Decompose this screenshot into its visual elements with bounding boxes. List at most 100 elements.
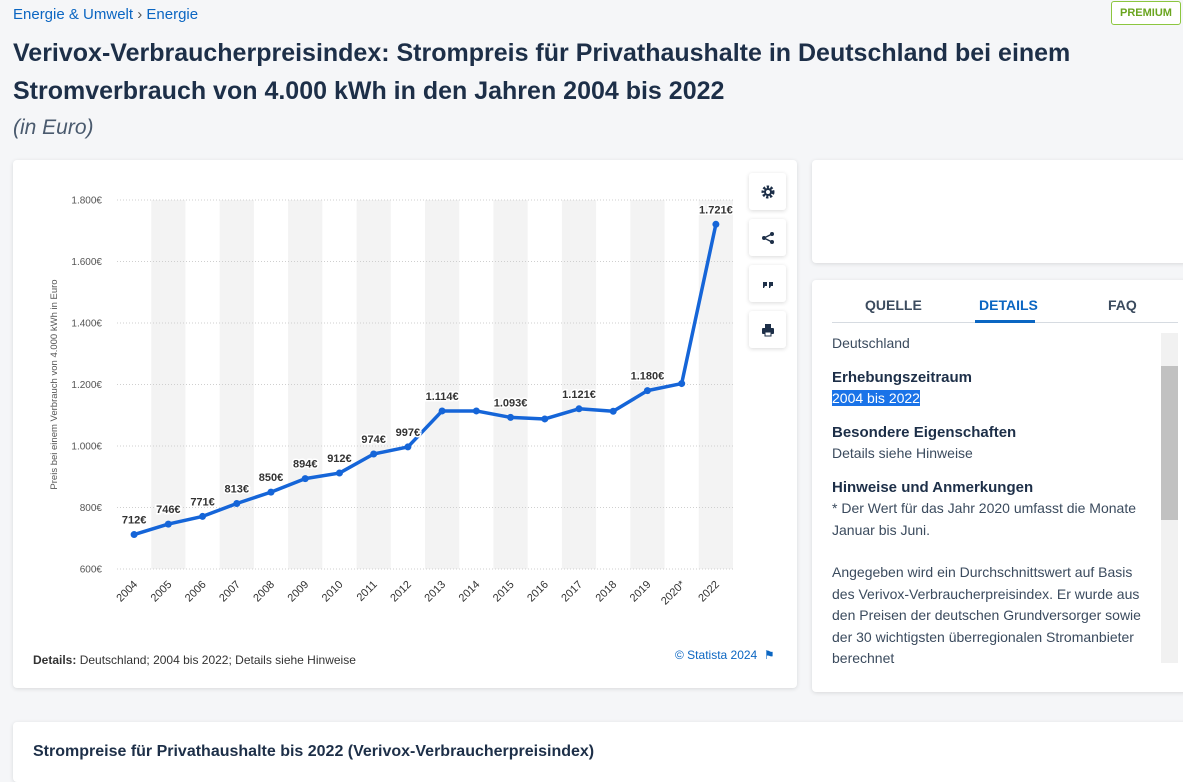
- point: [575, 405, 583, 413]
- premium-badge: PREMIUM: [1111, 1, 1181, 25]
- point: [507, 413, 515, 421]
- chart: 600€ 800€ 1.000€ 1.200€ 1.400€ 1.600€ 1.800€ Pr…: [49, 196, 734, 608]
- breadcrumb: Energie & Umwelt › Energie: [13, 6, 199, 23]
- point: [164, 520, 172, 528]
- value-label: 1.093€: [494, 397, 528, 409]
- value-label: 712€: [122, 515, 146, 527]
- chart-details: Details: Deutschland; 2004 bis 2022; Det…: [33, 653, 356, 667]
- point: [370, 450, 378, 458]
- value-label: 1.721€: [699, 204, 733, 216]
- section-title: Strompreise für Privathaushalte bis 2022…: [33, 743, 595, 760]
- share-button[interactable]: [749, 219, 786, 256]
- point: [643, 387, 651, 395]
- copyright-text: © Statista 2024: [675, 648, 758, 662]
- value-label: 997€: [396, 427, 420, 439]
- x-tick-label: 2006: [183, 579, 209, 605]
- column-band: [425, 200, 460, 569]
- line: [133, 223, 718, 537]
- point: [472, 407, 480, 415]
- value-label: 1.121€: [562, 389, 596, 401]
- print-button[interactable]: [749, 311, 786, 348]
- value-label: 974€: [361, 434, 385, 446]
- value-label: 1.114€: [426, 391, 459, 403]
- y-tick-label: 1.400€: [71, 319, 102, 330]
- point: [609, 407, 617, 415]
- column-band: [698, 200, 733, 569]
- point: [678, 380, 686, 388]
- region: Deutschland: [832, 335, 910, 351]
- value-label: 912€: [327, 453, 351, 465]
- title-line: Verivox-Verbraucherpreisindex: Stromprei…: [13, 39, 1071, 67]
- cite-button[interactable]: [749, 265, 786, 302]
- section-heading: Hinweise und Anmerkungen: [832, 478, 1034, 496]
- point: [541, 415, 549, 423]
- ad-card: [812, 160, 1183, 263]
- x-tick-label: 2016: [525, 579, 551, 605]
- subtitle: (in Euro): [13, 116, 94, 139]
- title-line: Stromverbrauch von 4.000 kWh in den Jahr…: [13, 77, 725, 105]
- section-text: Details siehe Hinweise: [832, 445, 973, 461]
- value-label: 894€: [293, 459, 317, 471]
- copyright[interactable]: © Statista 2024 ⚑: [675, 648, 775, 662]
- y-axis-title: Preis bei einem Verbrauch von 4.000 kWh …: [49, 279, 60, 489]
- page-title: Verivox-Verbraucherpreisindex: Stromprei…: [13, 34, 1070, 110]
- x-tick-label: 2009: [286, 579, 312, 605]
- y-tick-label: 1.200€: [71, 380, 102, 391]
- x-tick-label: 2017: [559, 579, 585, 605]
- x-tick-label: 2004: [114, 579, 140, 605]
- tab[interactable]: FAQ: [1108, 297, 1137, 313]
- y-tick-label: 1.800€: [71, 196, 102, 207]
- column-band: [288, 200, 323, 569]
- x-tick-label: 2008: [251, 579, 277, 605]
- section-heading: Besondere Eigenschaften: [832, 423, 1017, 441]
- tab-active[interactable]: DETAILS: [979, 297, 1038, 313]
- x-tick-label: 2012: [388, 579, 414, 605]
- value-label: 850€: [259, 472, 283, 484]
- point: [712, 220, 720, 228]
- x-tick-label: 2018: [594, 579, 620, 605]
- value-label: 813€: [225, 484, 249, 496]
- y-tick-label: 800€: [80, 503, 103, 514]
- value-label: 746€: [156, 504, 180, 516]
- y-tick-label: 600€: [80, 565, 103, 576]
- info-card: [812, 280, 1183, 692]
- column-band: [630, 200, 665, 569]
- section-text: * Der Wert für das Jahr 2020 umfasst die…: [832, 500, 1136, 538]
- details-label: Details:: [33, 653, 77, 667]
- breadcrumb-link[interactable]: Energie: [146, 6, 199, 23]
- x-tick-label: 2019: [628, 579, 654, 605]
- x-tick-label: 2014: [457, 579, 483, 605]
- settings-button[interactable]: [749, 173, 786, 210]
- point: [267, 488, 275, 496]
- column-band: [219, 200, 254, 569]
- x-tick-label: 2007: [217, 579, 243, 605]
- breadcrumb-link[interactable]: Energie & Umwelt: [13, 6, 134, 23]
- tab[interactable]: QUELLE: [865, 297, 922, 313]
- column-band: [356, 200, 391, 569]
- section-text: 2004 bis 2022: [832, 390, 920, 406]
- section-text: Angegeben wird ein Durchschnittswert auf…: [832, 564, 1141, 663]
- details-text: Deutschland; 2004 bis 2022; Details sieh…: [79, 653, 356, 667]
- chart-card: 600€ 800€ 1.000€ 1.200€ 1.400€ 1.600€ 1.800€ Pr…: [13, 160, 797, 688]
- value-label: 1.180€: [631, 371, 665, 383]
- point: [438, 407, 446, 415]
- point: [404, 443, 412, 451]
- point: [335, 469, 343, 477]
- next-card: Strompreise für Privathaushalte bis 2022…: [13, 722, 1183, 782]
- scrollbar[interactable]: [1161, 333, 1178, 663]
- point: [199, 512, 207, 520]
- x-tick-label: 2020*: [659, 578, 688, 607]
- scroll-thumb[interactable]: [1161, 366, 1178, 520]
- point: [130, 531, 138, 539]
- x-tick-label: 2015: [491, 579, 517, 605]
- point: [301, 475, 309, 483]
- x-tick-label: 2022: [696, 579, 722, 605]
- section-heading: Erhebungszeitraum: [832, 368, 973, 386]
- point: [233, 500, 241, 508]
- y-tick-label: 1.000€: [71, 442, 102, 453]
- x-tick-label: 2013: [422, 579, 448, 605]
- details-panel: Deutschland Erhebungszeitraum 2004 bis 2…: [832, 333, 1157, 663]
- y-tick-label: 1.600€: [71, 257, 102, 268]
- x-tick-label: 2005: [149, 579, 175, 605]
